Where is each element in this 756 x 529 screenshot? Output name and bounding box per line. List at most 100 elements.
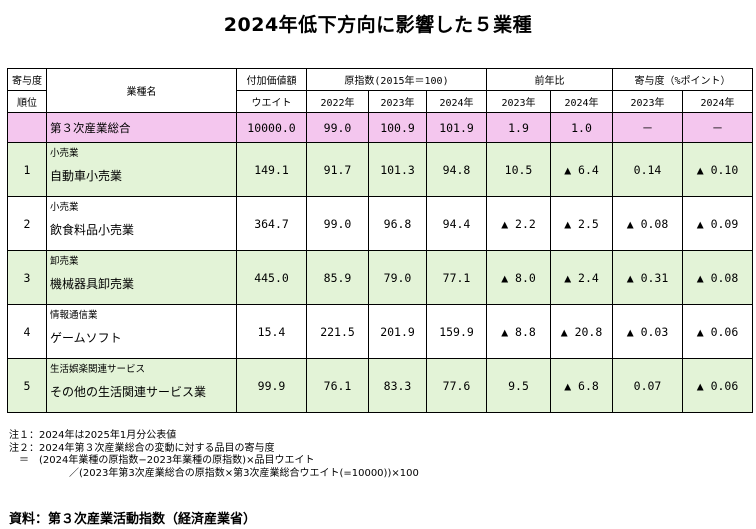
- total-idx-2024: 101.9: [426, 112, 487, 143]
- page-title: 2024年低下方向に影響した５業種: [223, 14, 533, 36]
- idx-2024: 159.9: [426, 304, 487, 359]
- industry-name: その他の生活関連サービス業: [50, 385, 207, 399]
- total-weight: 10000.0: [236, 112, 307, 143]
- industry-name-cell: 情報通信業 ゲームソフト: [46, 304, 237, 359]
- total-idx-2022: 99.0: [306, 112, 369, 143]
- note-1: 注１：2024年は2025年1月分公表値: [9, 430, 177, 441]
- total-rank: [7, 112, 47, 143]
- weight: 15.4: [236, 304, 307, 359]
- header-rank: 寄与度: [7, 68, 47, 91]
- header-weight: 付加価値額: [236, 68, 307, 91]
- header-yoy-2023: 2023年: [486, 90, 551, 113]
- yoy-2023: 10.5: [486, 142, 551, 197]
- total-name: 第３次産業総合: [46, 112, 237, 143]
- rank: 2: [7, 196, 47, 251]
- total-c-2024: －: [682, 112, 753, 143]
- note-2-formula-cont: ／(2023年第3次産業総合の原指数×第3次産業総合ウエイト(=10000))×…: [9, 467, 419, 479]
- yoy-2023: ▲ 2.2: [486, 196, 551, 251]
- total-c-2023: －: [612, 112, 683, 143]
- industry-name: 自動車小売業: [50, 169, 123, 183]
- table-row: 1 小売業 自動車小売業 149.1 91.7 101.3 94.8 10.5 …: [7, 142, 753, 197]
- header-weight-2: ウエイト: [236, 90, 307, 113]
- contrib-2024: ▲ 0.10: [682, 142, 753, 197]
- category-label: 小売業: [50, 202, 79, 213]
- table-row: 5 生活娯楽関連サービス その他の生活関連サービス業 99.9 76.1 83.…: [7, 358, 753, 413]
- industry-name: ゲームソフト: [50, 331, 122, 345]
- industry-name-cell: 卸売業 機械器具卸売業: [46, 250, 237, 305]
- header-name: 業種名: [46, 68, 237, 113]
- note-2: 注２：2024年第３次産業総合の変動に対する品目の寄与度: [9, 442, 275, 454]
- idx-2022: 221.5: [306, 304, 369, 359]
- idx-2024: 94.4: [426, 196, 487, 251]
- table-row: 2 小売業 飲食料品小売業 364.7 99.0 96.8 94.4 ▲ 2.2…: [7, 196, 753, 251]
- idx-2023: 101.3: [368, 142, 427, 197]
- category-label: 生活娯楽関連サービス: [50, 364, 146, 375]
- yoy-2024: ▲ 6.4: [550, 142, 613, 197]
- header-idx-2024: 2024年: [426, 90, 487, 113]
- yoy-2024: ▲ 20.8: [550, 304, 613, 359]
- idx-2022: 99.0: [306, 196, 369, 251]
- contrib-2024: ▲ 0.09: [682, 196, 753, 251]
- footnotes: 注１：2024年は2025年1月分公表値 注２：2024年第３次産業総合の変動に…: [9, 430, 419, 480]
- idx-2023: 83.3: [368, 358, 427, 413]
- idx-2024: 94.8: [426, 142, 487, 197]
- idx-2022: 85.9: [306, 250, 369, 305]
- yoy-2024: ▲ 2.4: [550, 250, 613, 305]
- total-idx-2023: 100.9: [368, 112, 427, 143]
- idx-2023: 201.9: [368, 304, 427, 359]
- contrib-2023: ▲ 0.03: [612, 304, 683, 359]
- header-row-1: 寄与度 業種名 付加価値額 原指数(2015年＝100) 前年比 寄与度（%ポイ…: [7, 68, 753, 113]
- industry-name-cell: 生活娯楽関連サービス その他の生活関連サービス業: [46, 358, 237, 413]
- industry-name-cell: 小売業 自動車小売業: [46, 142, 237, 197]
- total-row: 第３次産業総合 10000.0 99.0 100.9 101.9 1.9 1.0…: [7, 112, 753, 143]
- header-idx-2023: 2023年: [368, 90, 427, 113]
- weight: 99.9: [236, 358, 307, 413]
- weight: 149.1: [236, 142, 307, 197]
- header-yoy-2024: 2024年: [550, 90, 613, 113]
- total-yoy-2024: 1.0: [550, 112, 613, 143]
- rank: 1: [7, 142, 47, 197]
- contrib-2023: ▲ 0.31: [612, 250, 683, 305]
- source-credit: 資料：第３次産業活動指数（経済産業省）: [9, 512, 257, 527]
- idx-2022: 76.1: [306, 358, 369, 413]
- contrib-2023: 0.14: [612, 142, 683, 197]
- idx-2023: 79.0: [368, 250, 427, 305]
- idx-2024: 77.1: [426, 250, 487, 305]
- header-c-2023: 2023年: [612, 90, 683, 113]
- contrib-2023: 0.07: [612, 358, 683, 413]
- header-yoy-group: 前年比: [486, 68, 613, 91]
- yoy-2023: 9.5: [486, 358, 551, 413]
- category-label: 小売業: [50, 148, 79, 159]
- idx-2024: 77.6: [426, 358, 487, 413]
- table-row: 4 情報通信業 ゲームソフト 15.4 221.5 201.9 159.9 ▲ …: [7, 304, 753, 359]
- header-rank-2: 順位: [7, 90, 47, 113]
- idx-2022: 91.7: [306, 142, 369, 197]
- header-idx-2022: 2022年: [306, 90, 369, 113]
- industry-name-cell: 小売業 飲食料品小売業: [46, 196, 237, 251]
- header-index-group: 原指数(2015年＝100): [306, 68, 487, 91]
- weight: 364.7: [236, 196, 307, 251]
- rank: 3: [7, 250, 47, 305]
- industry-name: 機械器具卸売業: [50, 277, 135, 291]
- yoy-2024: ▲ 6.8: [550, 358, 613, 413]
- total-yoy-2023: 1.9: [486, 112, 551, 143]
- rank: 5: [7, 358, 47, 413]
- idx-2023: 96.8: [368, 196, 427, 251]
- yoy-2023: ▲ 8.8: [486, 304, 551, 359]
- contrib-2024: ▲ 0.08: [682, 250, 753, 305]
- header-c-2024: 2024年: [682, 90, 753, 113]
- industry-table: 寄与度 業種名 付加価値額 原指数(2015年＝100) 前年比 寄与度（%ポイ…: [7, 68, 753, 413]
- note-2-formula: ＝ (2024年業種の原指数−2023年業種の原指数)×品目ウエイト: [9, 455, 315, 466]
- header-contrib-group: 寄与度（%ポイント）: [612, 68, 753, 91]
- rank: 4: [7, 304, 47, 359]
- header-row-2: 順位 ウエイト 2022年 2023年 2024年 2023年 2024年 20…: [7, 90, 753, 113]
- contrib-2023: ▲ 0.08: [612, 196, 683, 251]
- category-label: 卸売業: [50, 256, 79, 267]
- table-row: 3 卸売業 機械器具卸売業 445.0 85.9 79.0 77.1 ▲ 8.0…: [7, 250, 753, 305]
- category-label: 情報通信業: [50, 310, 98, 321]
- weight: 445.0: [236, 250, 307, 305]
- contrib-2024: ▲ 0.06: [682, 358, 753, 413]
- contrib-2024: ▲ 0.06: [682, 304, 753, 359]
- yoy-2023: ▲ 8.0: [486, 250, 551, 305]
- yoy-2024: ▲ 2.5: [550, 196, 613, 251]
